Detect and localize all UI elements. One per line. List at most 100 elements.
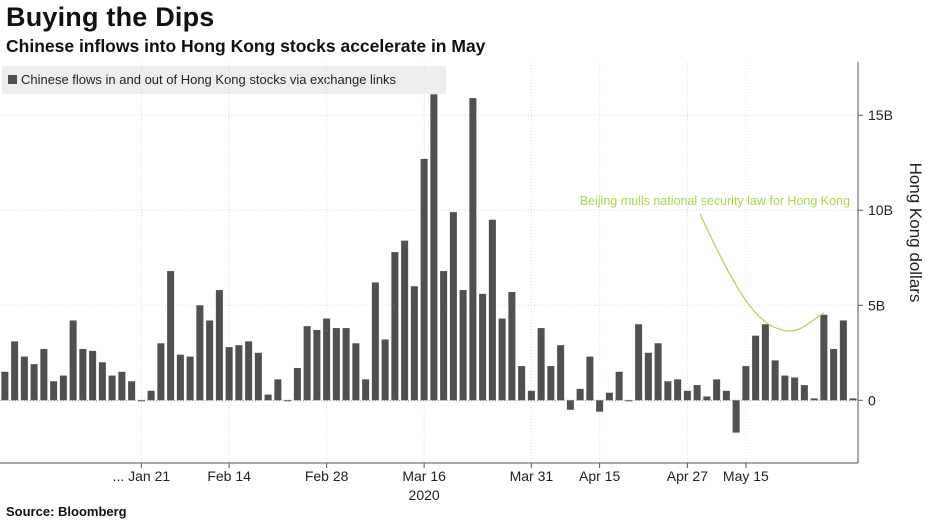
bar [488, 219, 496, 401]
bar [654, 343, 662, 401]
bar [410, 286, 418, 401]
bar [459, 290, 467, 401]
bar [810, 398, 818, 401]
bar [703, 396, 711, 401]
bar [342, 328, 350, 401]
legend: Chinese flows in and out of Hong Kong st… [2, 66, 446, 94]
gridlines [0, 62, 858, 463]
bar [167, 271, 175, 401]
bar [274, 379, 282, 401]
bar [313, 329, 321, 401]
x-tick-label: Feb 14 [207, 468, 251, 484]
bar [30, 364, 38, 401]
y-axis-title: Hong Kong dollars [906, 163, 925, 303]
bar [69, 320, 77, 401]
bar [820, 314, 828, 401]
bar [303, 326, 311, 401]
y-tick-label: 5B [868, 297, 885, 313]
bar [479, 293, 487, 401]
bar [566, 400, 574, 410]
bar [147, 390, 155, 401]
bar [50, 381, 58, 401]
source-note: Source: Bloomberg [6, 504, 127, 519]
y-tick-label: 0 [868, 392, 876, 408]
bar [332, 328, 340, 401]
bar [713, 379, 721, 401]
bar [323, 318, 331, 401]
bar [508, 291, 516, 401]
y-tick-label: 10B [868, 202, 893, 218]
bar [752, 335, 760, 401]
bar [196, 305, 204, 401]
bar [547, 366, 555, 401]
bar [625, 400, 633, 402]
bar [440, 271, 448, 401]
bar [469, 98, 477, 401]
bar [79, 348, 87, 401]
bar [732, 400, 740, 433]
bar [293, 367, 301, 401]
bar [791, 377, 799, 401]
bar [839, 320, 847, 401]
x-tick-label: Mar 16 [402, 468, 446, 484]
bars [1, 94, 857, 433]
bar [644, 352, 652, 401]
x-year-label: 2020 [409, 487, 440, 503]
bar [225, 347, 233, 401]
bar [596, 400, 604, 412]
x-tick-label: May 15 [723, 468, 769, 484]
bar [59, 375, 67, 401]
bar [761, 324, 769, 401]
bar [742, 366, 750, 401]
annotation-connector [699, 213, 825, 332]
bar [537, 328, 545, 401]
bar [284, 400, 292, 402]
bar [722, 390, 730, 401]
bar [137, 400, 145, 402]
bar [781, 375, 789, 401]
x-tick-label: Apr 27 [667, 468, 708, 484]
bar [683, 390, 691, 401]
bar [108, 375, 116, 401]
bar [420, 158, 428, 401]
annotation: Beijing mulls national security law for … [580, 194, 850, 332]
bar [128, 381, 136, 401]
legend-label: Chinese flows in and out of Hong Kong st… [21, 72, 397, 87]
bar [176, 354, 184, 401]
bar [362, 379, 370, 401]
x-tick-label: Mar 31 [510, 468, 554, 484]
bar [449, 212, 457, 401]
bar [771, 360, 779, 401]
bar [20, 356, 28, 401]
bar [849, 398, 857, 401]
bar [635, 324, 643, 401]
bar [830, 348, 838, 401]
bar [693, 385, 701, 401]
bar [557, 345, 565, 401]
y-tick-label: 15B [868, 107, 893, 123]
bar [206, 320, 214, 401]
bar [352, 343, 360, 401]
x-tick-label: Feb 28 [305, 468, 349, 484]
annotation-label: Beijing mulls national security law for … [580, 194, 850, 208]
bar [664, 381, 672, 401]
x-tick-label: ... Jan 21 [113, 468, 171, 484]
x-tick-label: Apr 15 [579, 468, 620, 484]
legend-swatch [8, 75, 17, 84]
bar [264, 394, 272, 401]
bar [391, 252, 399, 401]
bar [605, 392, 613, 401]
bar [40, 348, 48, 401]
bar [674, 379, 682, 401]
bar [254, 352, 262, 401]
axes [0, 62, 863, 468]
bar [576, 388, 584, 401]
bar [89, 350, 97, 401]
bar [586, 356, 594, 401]
bar [381, 339, 389, 401]
chart-subtitle: Chinese inflows into Hong Kong stocks ac… [6, 36, 486, 56]
bar [518, 366, 526, 401]
chart-title: Buying the Dips [6, 2, 215, 32]
bar [98, 362, 106, 401]
